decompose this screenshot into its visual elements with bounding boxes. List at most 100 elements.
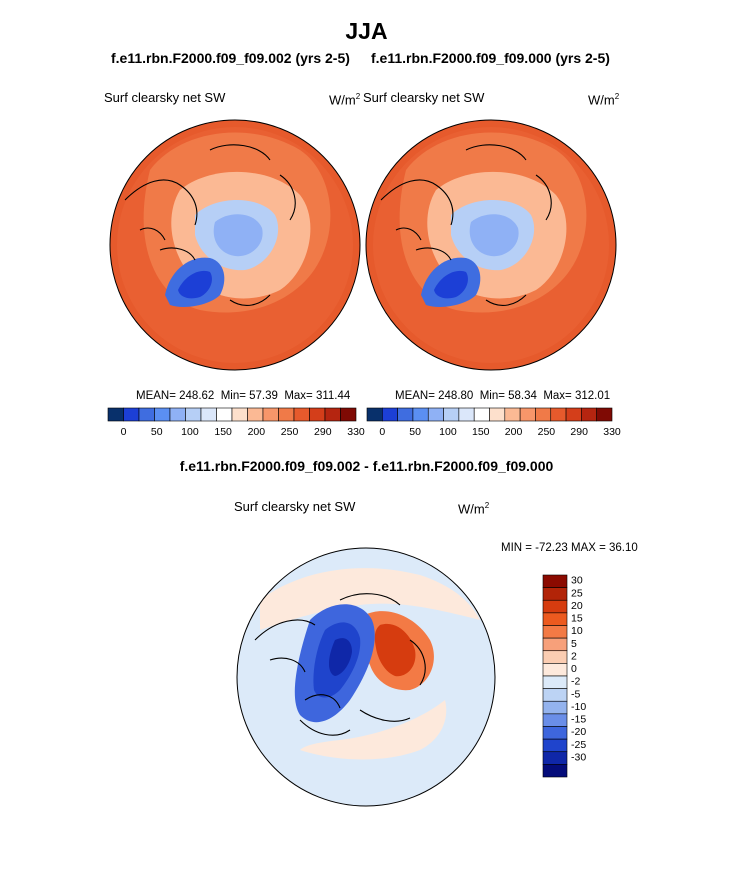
- panel2-variable-label: Surf clearsky net SW: [363, 90, 485, 105]
- panel2-case-title: f.e11.rbn.F2000.f09_f09.000 (yrs 2-5): [371, 50, 610, 66]
- difference-colorbar-box: [542, 637, 568, 652]
- panel2-colorbar-box: [535, 407, 552, 422]
- panel2-coastline: [380, 144, 552, 306]
- panel1-colorbar-box: [340, 407, 357, 422]
- difference-colorbar-tick-label: -25: [571, 739, 586, 751]
- difference-colorbar-box: [542, 764, 568, 778]
- panel2-colorbar-tick-label: 100: [439, 426, 457, 438]
- difference-minmax: MIN = -72.23 MAX = 36.10: [501, 542, 638, 554]
- panel2-colorbar-box: [489, 407, 506, 422]
- panel2-colorbar: 0 50 100 150 200 250 290 330: [366, 407, 621, 438]
- panel1-colorbar-box: [278, 407, 295, 422]
- panel1-colorbar-box: [324, 407, 341, 422]
- panel1-arctic-core-field: [213, 214, 263, 257]
- panel2-map-border: [365, 119, 617, 371]
- difference-colorbar-tick-label: -20: [571, 726, 586, 738]
- difference-colorbar-box: [542, 713, 568, 727]
- panel2-map: [365, 119, 617, 371]
- panel2-colorbar-box: [366, 407, 383, 422]
- panel2-colorbar-box: [550, 407, 567, 422]
- difference-colorbar-tick-label: -15: [571, 714, 586, 726]
- panel2-colorbar-box: [458, 407, 475, 422]
- panel2-units: W/m2: [588, 92, 620, 108]
- difference-pos-field-bottom: [300, 700, 447, 760]
- panel2-stats: MEAN= 248.80 Min= 58.34 Max= 312.01: [395, 390, 610, 402]
- panel2-colorbar-tick-label: 290: [570, 426, 588, 438]
- panel1-colorbar-box: [169, 407, 186, 422]
- difference-map: [236, 547, 496, 807]
- panel2-colorbar-tick-label: 0: [379, 426, 385, 438]
- panel1-colorbar-tick-label: 50: [151, 426, 163, 438]
- panel2-colorbar-tick-label: 330: [603, 426, 621, 438]
- difference-colorbar-box: [542, 574, 568, 588]
- panel1-colorbar-box: [216, 407, 233, 422]
- panel1-map: [109, 119, 361, 371]
- panel1-map-border: [109, 119, 361, 371]
- difference-pos-anomaly-core: [374, 623, 416, 677]
- panel2-colorbar-tick-label: 50: [409, 426, 421, 438]
- panel2-colorbar-box: [397, 407, 414, 422]
- panel2-arctic-core-field: [469, 214, 519, 257]
- panel1-min: Min= 57.39: [220, 390, 278, 402]
- panel2-colorbar-box: [382, 407, 398, 422]
- panel1-colorbar-tick-label: 200: [248, 426, 266, 438]
- difference-colorbar-tick-label: 25: [571, 587, 583, 599]
- panel1-colorbar-box: [262, 407, 279, 422]
- difference-colorbar-box: [542, 650, 568, 664]
- panel2-colorbar-box: [427, 407, 444, 422]
- difference-colorbar-box: [542, 625, 568, 639]
- panel1-colorbar-box: [185, 407, 202, 422]
- panel1-mean: MEAN= 248.62: [136, 390, 215, 402]
- panel1-colorbar-box: [138, 407, 155, 422]
- panel1-stats: MEAN= 248.62 Min= 57.39 Max= 311.44: [136, 390, 350, 402]
- panel1-colorbar-box: [247, 407, 264, 422]
- difference-colorbar-box: [542, 587, 568, 601]
- difference-neg-anomaly-extreme: [328, 638, 352, 676]
- panel1-max: Max= 311.44: [284, 390, 351, 402]
- difference-colorbar-box: [542, 675, 568, 689]
- difference-colorbar-box: [542, 663, 568, 677]
- panel2-greenland-core-field: [434, 270, 468, 299]
- panel2-colorbar-box: [412, 407, 429, 422]
- panel2-mean: MEAN= 248.80: [395, 390, 474, 402]
- difference-colorbar-box: [542, 738, 568, 753]
- difference-colorbar-tick-label: 30: [571, 575, 583, 587]
- panel1-greenland-core-field: [178, 270, 212, 299]
- panel1-case-title: f.e11.rbn.F2000.f09_f09.002 (yrs 2-5): [111, 50, 350, 66]
- panel1-colorbar-box: [154, 407, 171, 422]
- panel1-coastline: [124, 144, 296, 306]
- panel1-colorbar-box: [293, 407, 310, 422]
- panel1-colorbar-tick-label: 330: [347, 426, 365, 438]
- difference-colorbar-box: [542, 751, 568, 765]
- panel2-colorbar-box: [473, 407, 490, 422]
- difference-colorbar-tick-label: 20: [571, 600, 583, 612]
- panel1-variable-label: Surf clearsky net SW: [104, 90, 226, 105]
- difference-units: W/m2: [458, 501, 490, 517]
- difference-colorbar-tick-label: -30: [571, 751, 586, 763]
- panel2-colorbar-tick-label: 150: [472, 426, 490, 438]
- difference-colorbar-tick-label: -5: [571, 688, 580, 700]
- difference-colorbar-tick-label: -10: [571, 701, 586, 713]
- panel2-max: Max= 312.01: [543, 390, 611, 402]
- difference-colorbar-tick-label: 15: [571, 613, 583, 625]
- panel1-colorbar-tick-label: 100: [181, 426, 199, 438]
- panel1-colorbar-tick-label: 250: [281, 426, 299, 438]
- difference-colorbar-box: [542, 700, 568, 715]
- panel1-colorbar: 0 50 100 150 200 250 290 330: [107, 407, 365, 438]
- difference-colorbar-box: [542, 599, 568, 614]
- panel2-colorbar-box: [443, 407, 460, 422]
- panel1-colorbar-box: [107, 407, 124, 422]
- difference-colorbar-tick-label: 5: [571, 638, 577, 650]
- panel2-colorbar-box: [596, 407, 613, 422]
- difference-colorbar-tick-label: 2: [571, 650, 577, 662]
- difference-colorbar-box: [542, 612, 568, 626]
- panel1-colorbar-tick-label: 290: [314, 426, 332, 438]
- difference-pos-field-top: [260, 568, 480, 630]
- difference-colorbar-box: [542, 688, 568, 702]
- difference-colorbar-tick-label: 10: [571, 625, 583, 637]
- difference-colorbar-box: [542, 726, 568, 740]
- panel1-colorbar-tick-label: 150: [214, 426, 232, 438]
- difference-colorbar-tick-label: 0: [571, 663, 577, 675]
